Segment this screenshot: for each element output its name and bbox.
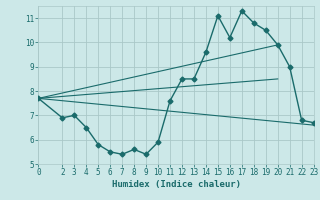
- X-axis label: Humidex (Indice chaleur): Humidex (Indice chaleur): [111, 180, 241, 189]
